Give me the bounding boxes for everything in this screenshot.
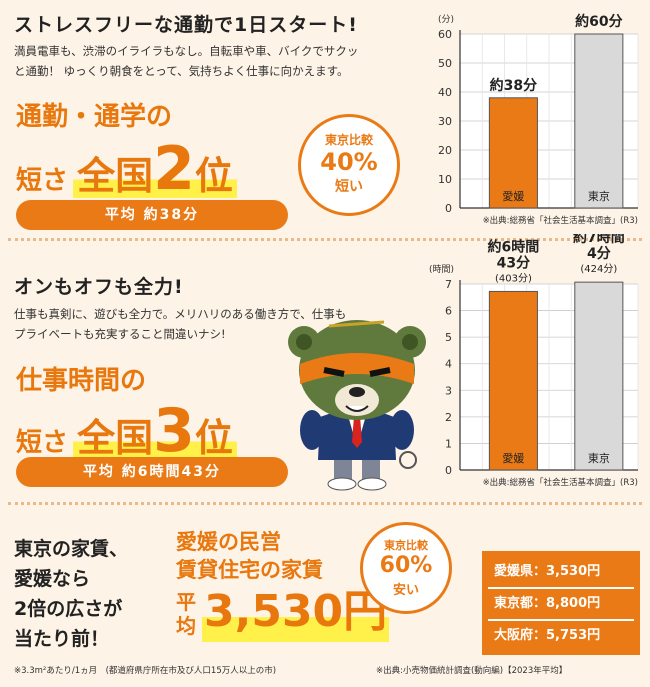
chart-data-label: (424分) (580, 263, 617, 275)
divider-2 (8, 502, 642, 505)
price-row-osaka: 大阪府：5,753円 (488, 621, 634, 651)
chart-category-label: 東京 (588, 451, 610, 465)
chart-ytick-label: 2 (445, 411, 452, 424)
chart-ytick-label: 3 (445, 384, 452, 397)
section2-rank-line1: 仕事時間の (16, 366, 147, 396)
chart-ytick-label: 20 (438, 144, 452, 157)
chart-category-label: 愛媛 (502, 189, 524, 203)
chart-ytick-label: 30 (438, 115, 452, 128)
circle1-pct: 40% (320, 148, 378, 176)
section3-left-line2: 愛媛なら (14, 568, 91, 590)
chart-data-label: (403分) (495, 272, 532, 284)
chart-source: ※出典:総務省「社会生活基本調査」(R3) (483, 215, 638, 226)
section1-average-pill: 平均 約38分 (16, 200, 288, 230)
section3-title: 愛媛の民営 賃貸住宅の家賃 (176, 528, 323, 584)
section3-avg-2: 均 (176, 614, 196, 638)
section1-body-line2: と通勤！ ゆっくり朝食をとって、気持ちよく仕事に向かえます。 (14, 64, 349, 78)
chart-ytick-label: 6 (445, 305, 452, 318)
mascot-character-icon (284, 312, 434, 496)
chart-data-label: 4分 (587, 246, 611, 262)
chart-data-label: 43分 (497, 255, 530, 271)
chart-data-label: 約7時間 (573, 234, 625, 246)
section3-left-text: 東京の家賃、 愛媛なら 2倍の広さが 当たり前！ (14, 534, 128, 654)
section2-body-line2: プライベートも充実すること間違いナシ! (14, 327, 226, 341)
price-table: 愛媛県：3,530円 東京都：8,800円 大阪府：5,753円 (482, 551, 640, 655)
section2-rank-num: 3 (153, 396, 195, 466)
price-row-ehime: 愛媛県：3,530円 (488, 557, 634, 589)
section2-rank-suffix: 位 (194, 416, 233, 460)
section2-title: オンもオフも全力! (14, 276, 184, 298)
chart-worktime: (時間) 0 1 2 3 4 5 6 7 愛媛 約6時間 43分 (403分) 東京 約7時間 4分 (424分… (424, 229, 644, 500)
section3-title-line2: 賃貸住宅の家賃 (176, 558, 323, 582)
circle3-pct: 60% (379, 553, 433, 578)
chart-data-label: 約38分 (490, 77, 537, 94)
chart-bar (488, 97, 538, 209)
chart-worktime-svg: (時間) 0 1 2 3 4 5 6 7 愛媛 約6時間43分(403分) 東京 約7時間4分(424分… (429, 229, 639, 488)
chart-ytick-label: 40 (438, 86, 452, 99)
chart-category-label: 愛媛 (502, 451, 524, 465)
section1-rank-suffix: 位 (194, 154, 233, 198)
section2-body-line1: 仕事も真剣に、遊びも全力で。メリハリのある働き方で、仕事も (14, 307, 347, 321)
section1-rank: 短さ 全国2位 (16, 134, 237, 204)
circle3-bottom: 安い (392, 583, 419, 598)
section3-avg-label: 平 均 (176, 590, 196, 638)
chart-unit-label: (時間) (429, 264, 454, 275)
chart-ytick-label: 7 (445, 278, 452, 291)
chart-bar (488, 290, 538, 471)
chart-data-label: 約60分 (575, 13, 622, 30)
chart-ytick-label: 10 (438, 173, 452, 186)
chart-unit-label: (分) (438, 14, 454, 25)
chart-bar (574, 33, 624, 209)
chart-ytick-label: 5 (445, 331, 452, 344)
section2-body: 仕事も真剣に、遊びも全力で。メリハリのある働き方で、仕事も プライベートも充実す… (14, 304, 424, 344)
chart-ytick-label: 60 (438, 28, 452, 41)
chart-ytick-label: 0 (445, 464, 452, 477)
section1-body: 満員電車も、渋滞のイライラもなし。自転車や車、バイクでサクッ と通勤！ ゆっくり… (14, 41, 424, 81)
section3-compare-circle: 東京比較 60% 安い (360, 522, 452, 614)
section3-note-left: ※3.3m²あたり/1ヵ月 (都道府県庁所在市及び人口15万人以上の市) (14, 666, 277, 676)
section1-rank-small: 短さ (16, 166, 69, 196)
divider-1 (8, 238, 642, 241)
chart-data-label: 約6時間 (488, 238, 540, 255)
chart-commute: (分) 0 10 20 30 40 50 60 愛媛 約38分東京 約60分 ※出典:総務省「社会生活… (424, 6, 644, 232)
circle1-bottom: 短い (335, 179, 363, 195)
section2-rank-big: 全国 (77, 416, 154, 460)
chart-category-label: 東京 (588, 189, 610, 203)
chart-ytick-label: 50 (438, 57, 452, 70)
chart-source: ※出典:総務省「社会生活基本調査」(R3) (483, 477, 638, 488)
circle1-top: 東京比較 (324, 133, 373, 147)
section3-title-line1: 愛媛の民営 (176, 530, 281, 554)
chart-ytick-label: 4 (445, 358, 452, 371)
section3-note-right: ※出典:小売物価統計調査(動向編)【2023年平均】 (376, 666, 568, 676)
section3-left-line4: 当たり前！ (14, 628, 110, 650)
section1-title: ストレスフリーな通勤で1日スタート! (14, 14, 358, 36)
chart-bar (574, 281, 624, 471)
chart-ytick-label: 1 (445, 437, 452, 450)
section3-left-line1: 東京の家賃、 (14, 538, 129, 560)
section2-rank-small: 短さ (16, 428, 69, 458)
section1-rank-num: 2 (153, 134, 195, 204)
section3-avg-1: 平 (176, 590, 196, 614)
section2-rank: 短さ 全国3位 (16, 396, 237, 466)
section1-rank-line1: 通勤・通学の (16, 102, 173, 132)
price-row-tokyo: 東京都：8,800円 (488, 589, 634, 621)
circle3-top: 東京比較 (384, 539, 428, 552)
section1-compare-circle: 東京比較 40% 短い (298, 114, 400, 216)
section3-left-line3: 2倍の広さが (14, 598, 123, 620)
section3-price: 3,530円 (202, 582, 390, 642)
chart-ytick-label: 0 (445, 202, 452, 215)
section1-body-line1: 満員電車も、渋滞のイライラもなし。自転車や車、バイクでサクッ (14, 44, 359, 58)
section2-average-pill: 平均 約6時間43分 (16, 457, 288, 487)
section1-rank-big: 全国 (77, 154, 154, 198)
